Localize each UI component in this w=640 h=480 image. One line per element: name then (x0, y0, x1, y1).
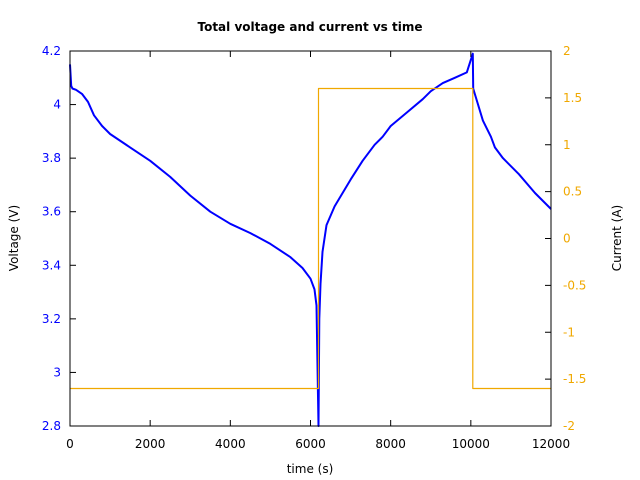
y-axis-label: Voltage (V) (7, 205, 21, 271)
y-tick-label: 2.8 (42, 419, 61, 433)
y2-tick-label: 0.5 (563, 185, 582, 199)
y-tick-label: 4 (53, 98, 61, 112)
voltage-series-line (69, 52, 552, 427)
y-tick-label: 3.4 (42, 258, 61, 272)
x-tick-label: 10000 (452, 437, 490, 451)
y2-tick-label: -2 (563, 419, 575, 433)
y-tick-label: 3.8 (42, 151, 61, 165)
y2-tick-label: -1 (563, 325, 575, 339)
y2-tick-label: 1.5 (563, 91, 582, 105)
y2-tick-label: -1.5 (563, 372, 586, 386)
x-tick-label: 12000 (532, 437, 570, 451)
y-tick-label: 3 (53, 365, 61, 379)
x-tick-label: 0 (66, 437, 74, 451)
x-tick-label: 8000 (375, 437, 406, 451)
chart-title: Total voltage and current vs time (197, 20, 422, 34)
y2-tick-label: 1 (563, 138, 571, 152)
x-axis-label: time (s) (287, 462, 334, 476)
y-tick-label: 3.2 (42, 312, 61, 326)
x-tick-label: 4000 (215, 437, 246, 451)
y2-tick-label: 2 (563, 44, 571, 58)
series-layer (69, 52, 552, 427)
current-series-line (70, 87, 551, 390)
y-tick-label: 3.6 (42, 205, 61, 219)
y-tick-label: 4.2 (42, 44, 61, 58)
ticks-layer: 0 2000 4000 6000 8000 10000 12000 2.8 3 3.2 3.4 3.6… (42, 44, 587, 451)
y2-tick-label: -0.5 (563, 278, 586, 292)
x-tick-label: 2000 (135, 437, 166, 451)
y2-tick-label: 0 (563, 232, 571, 246)
x-tick-label: 6000 (295, 437, 326, 451)
y2-axis-label: Current (A) (610, 205, 624, 271)
